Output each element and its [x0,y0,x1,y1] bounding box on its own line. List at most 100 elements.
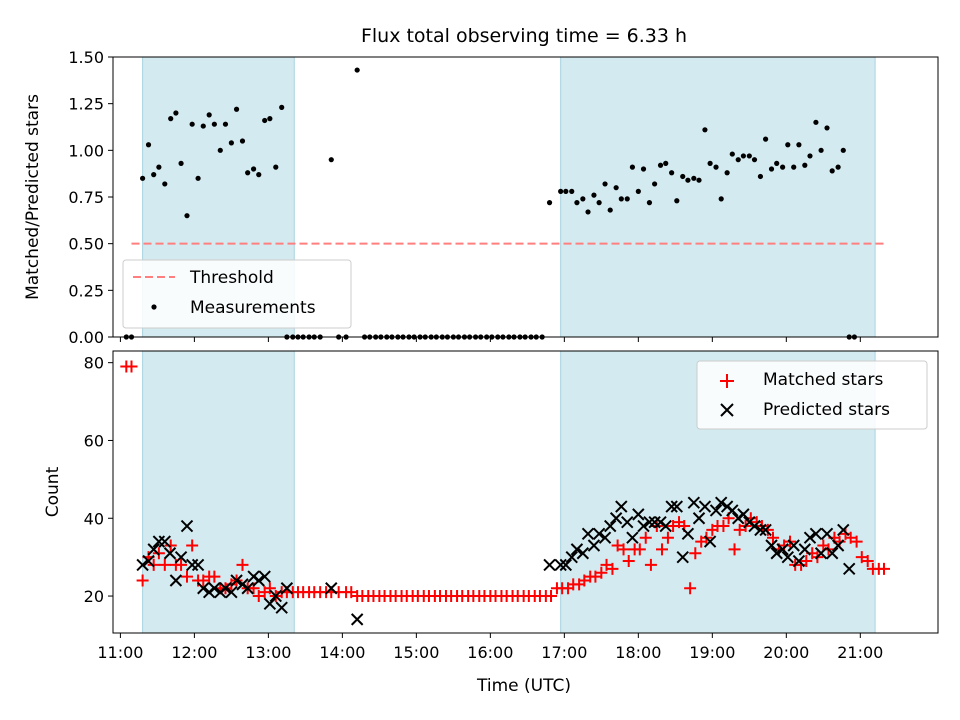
measurement-point [713,164,719,170]
predicted-star-point [643,515,656,529]
matched-star-point [175,558,188,571]
predicted-star-point [792,554,806,568]
predicted-star-point [592,527,606,541]
predicted-star-point [174,550,188,564]
predicted-star-point [787,539,800,552]
measurement-point [635,188,641,194]
predicted-star-point [726,504,739,517]
predicted-star-point [692,512,706,525]
legend-matched-swatch [720,374,734,388]
predicted-star-point [263,597,277,611]
measurement-point [768,166,775,172]
measurement-point [835,164,841,170]
y-tick-label: 80 [84,354,104,373]
matched-star-point [158,558,171,571]
legend-threshold-label: Threshold [189,268,274,288]
y-tick-label: 0.50 [68,235,104,254]
predicted-star-point [737,508,750,521]
top-legend: Threshold Measurements [122,259,352,329]
measurement-point [746,153,752,159]
count-points [120,360,890,626]
predicted-star-point [158,535,172,548]
legend-predicted-label: Predicted stars [763,400,890,420]
measurement-point [829,168,835,174]
predicted-star-point [241,582,254,595]
x-tick-label: 16:00 [467,643,513,662]
measurement-point [354,67,360,73]
matched-star-point [800,555,813,568]
matched-star-point [617,543,630,556]
y-tick-label: 0.25 [68,281,104,300]
predicted-star-point [609,512,623,525]
measurement-point [774,160,780,166]
matched-star-point [877,562,890,575]
predicted-star-point [754,523,767,537]
measurement-point [239,138,246,144]
predicted-star-point [598,531,612,544]
predicted-star-point [587,539,601,552]
measurement-point [629,164,636,170]
top-panel: Flux total observing time = 6.33 h 0.000… [23,25,939,347]
predicted-star-point [554,558,567,572]
predicted-star-point [759,523,772,537]
measurement-point [267,116,273,122]
legend-measurements-label: Measurements [190,298,316,318]
x-tick-label: 18:00 [615,643,661,662]
measurement-point [546,200,553,206]
predicted-star-point [820,527,834,541]
y-tick-label: 60 [84,431,104,450]
measurement-point [613,185,619,191]
measurement-point [211,121,217,127]
matched-star-point [236,558,249,571]
y-tick-label: 1.50 [68,48,104,67]
matched-star-point [661,531,674,544]
measurement-point [273,164,279,170]
measurement-point [250,166,257,172]
measurement-point [646,200,653,206]
x-tick-label: 20:00 [763,643,809,662]
predicted-star-point [197,582,210,595]
bottom-y-ticks: 20 40 60 80 [84,354,113,606]
predicted-star-point [280,582,294,595]
predicted-star-point [570,543,584,556]
measurement-point [279,104,285,110]
predicted-star-point [191,558,205,572]
bottom-y-axis-label: Count [43,466,63,517]
predicted-star-point [350,613,364,626]
measurement-point [178,160,184,166]
measurement-point [718,196,724,202]
predicted-star-point [208,582,221,595]
predicted-star-point [581,527,595,541]
measurement-points [123,67,887,340]
bottom-legend: Matched stars Predicted stars [696,360,928,430]
measurement-point [780,164,786,170]
measurement-point [591,192,597,198]
predicted-star-point [825,547,839,560]
measurement-point [640,166,647,172]
top-legend-box [122,259,352,329]
predicted-star-point [252,574,265,587]
predicted-star-point [776,543,789,556]
predicted-star-point [225,585,238,599]
measurement-point [729,151,735,157]
predicted-star-point [637,519,650,533]
predicted-star-point [681,527,695,541]
measurement-point [569,188,575,194]
measurement-point [162,181,168,187]
matched-star-point [622,555,635,568]
matched-star-point [606,562,619,575]
predicted-star-point [765,539,778,552]
measurement-point [233,106,240,112]
matched-star-point [717,520,730,533]
matched-star-point [761,523,774,536]
y-tick-label: 0.00 [68,328,104,347]
measurement-point [602,181,608,187]
measurement-point [173,110,179,116]
measurement-point [189,121,195,127]
top-y-ticks: 0.00 0.25 0.50 0.75 1.00 1.25 1.50 [68,48,113,347]
predicted-star-point [837,523,850,537]
measurement-point [785,142,791,148]
legend-measurements-swatch [151,304,157,310]
predicted-star-point [814,547,828,560]
measurement-point [691,175,697,181]
